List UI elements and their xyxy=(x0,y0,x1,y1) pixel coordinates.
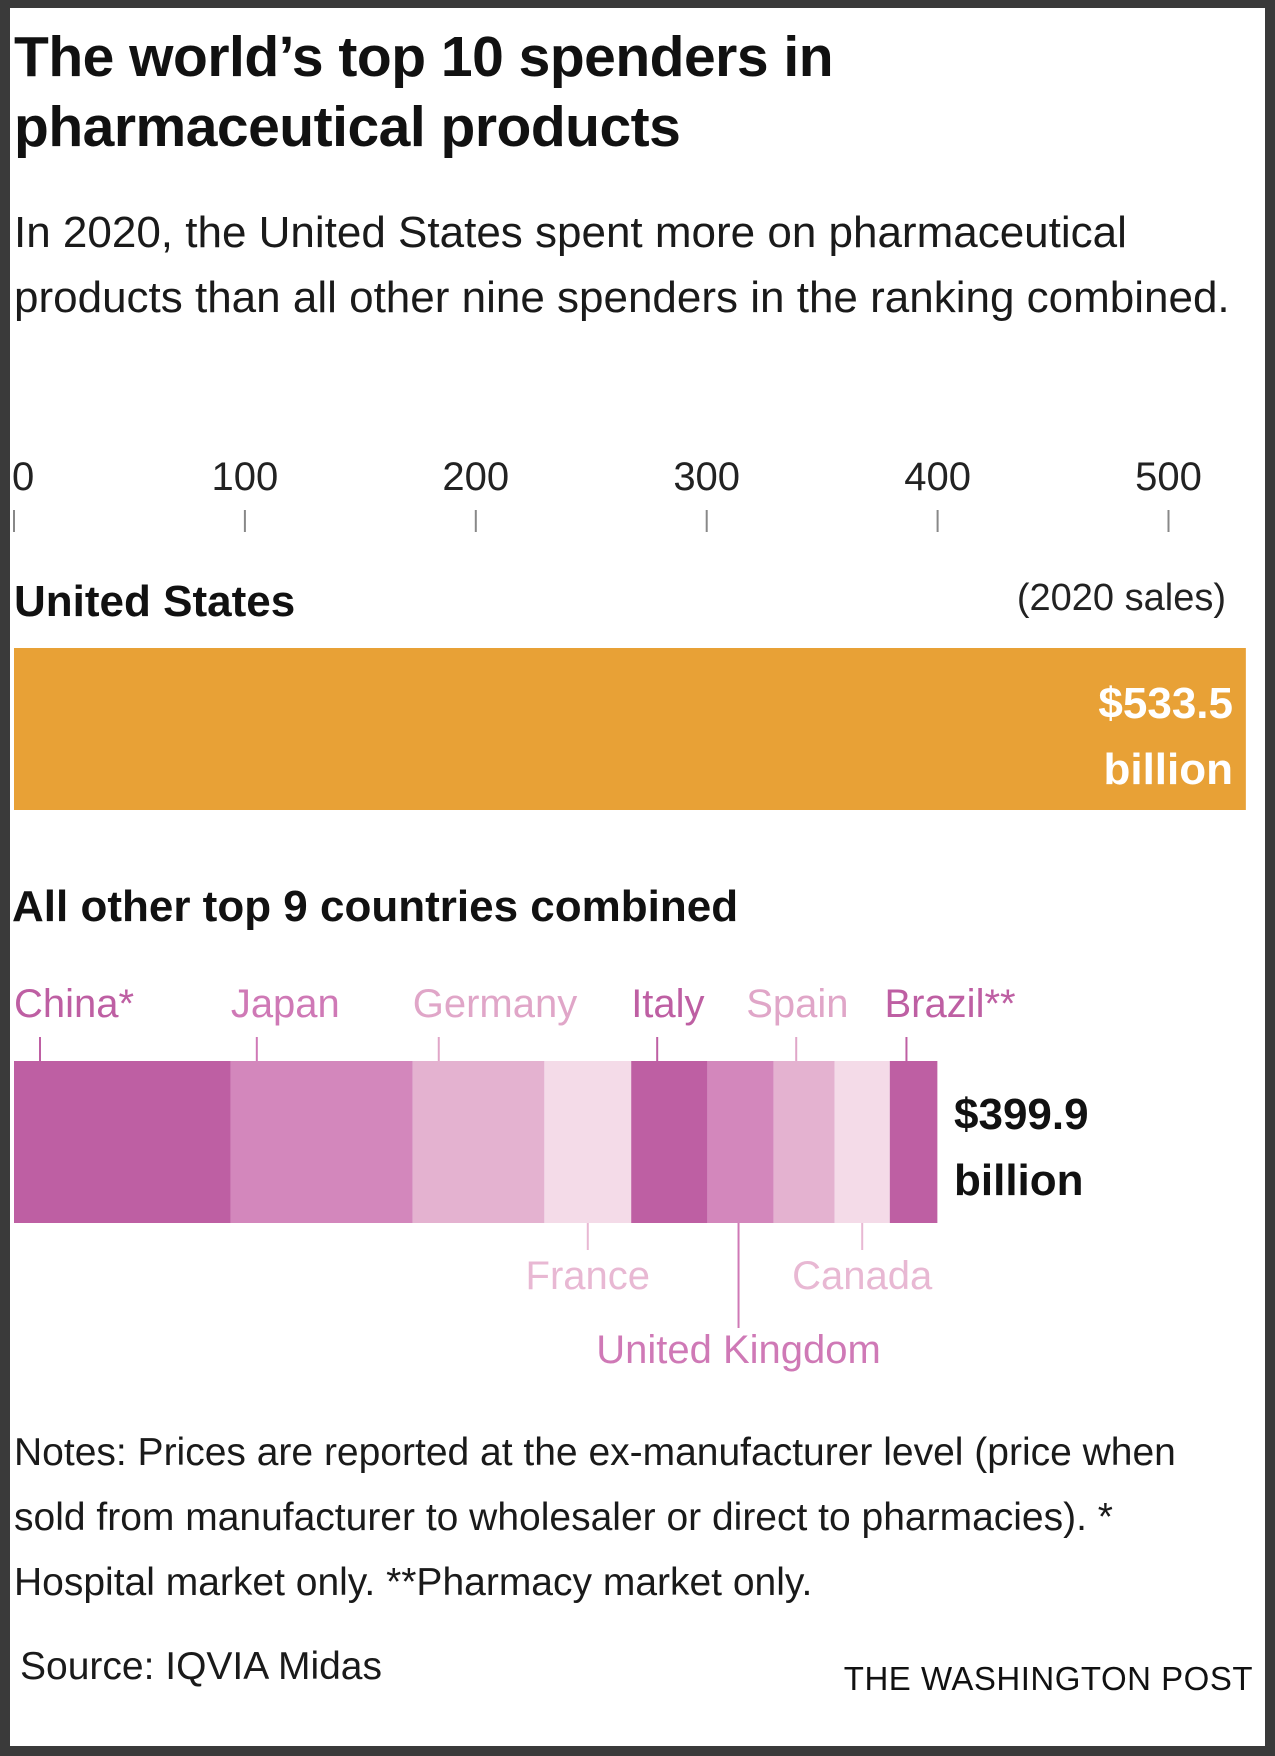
segment-bar xyxy=(412,1061,545,1223)
segment-bar xyxy=(707,1061,774,1223)
us-value-unit: billion xyxy=(1103,745,1233,794)
segment-bar xyxy=(631,1061,708,1223)
segment-bar xyxy=(889,1061,938,1223)
segment-bar xyxy=(773,1061,835,1223)
segment-label: Germany xyxy=(413,982,577,1026)
segment-bar xyxy=(544,1061,632,1223)
us-value-label: $533.5 xyxy=(1098,679,1233,728)
segment-label: Brazil** xyxy=(884,982,1015,1026)
segment-label: Spain xyxy=(746,982,848,1026)
segment-label: China* xyxy=(14,982,134,1026)
axis-tick-label: 300 xyxy=(673,455,740,499)
us-bar xyxy=(14,648,1246,810)
segment-label: United Kingdom xyxy=(596,1328,881,1372)
axis-tick-label: 400 xyxy=(904,455,971,499)
chart-subtitle: In 2020, the United States spent more on… xyxy=(14,208,1230,322)
others-total-unit: billion xyxy=(954,1156,1084,1205)
axis-tick-label: 0 xyxy=(12,455,34,499)
segment-label: Japan xyxy=(231,982,340,1026)
segment-bar xyxy=(834,1061,890,1223)
bar-chart: 0 100 200 300 400 500 United States (2020 sal… xyxy=(12,455,1246,1372)
others-label: All other top 9 countries combined xyxy=(12,882,738,931)
others-total-label: $399.9 xyxy=(954,1090,1089,1139)
x-axis: 0 100 200 300 400 500 xyxy=(12,455,1202,532)
segment-bar xyxy=(230,1061,413,1223)
others-stacked-bar: China* Japan Germany France Italy United King… xyxy=(14,982,1016,1372)
axis-tick-label: 500 xyxy=(1135,455,1202,499)
us-sales-note: (2020 sales) xyxy=(1017,577,1226,619)
segment-label: France xyxy=(526,1254,651,1298)
axis-tick-label: 200 xyxy=(442,455,509,499)
segment-label: Canada xyxy=(792,1254,933,1298)
source: Source: IQVIA Midas xyxy=(20,1645,382,1688)
axis-tick-label: 100 xyxy=(212,455,279,499)
chart-title: The world’s top 10 spenders in pharmaceu… xyxy=(14,25,834,159)
publisher-credit: THE WASHINGTON POST xyxy=(843,1660,1253,1697)
segment-label: Italy xyxy=(631,982,704,1026)
segment-bar xyxy=(14,1061,231,1223)
notes: Notes: Prices are reported at the ex-man… xyxy=(14,1431,1176,1604)
us-label: United States xyxy=(14,577,295,626)
